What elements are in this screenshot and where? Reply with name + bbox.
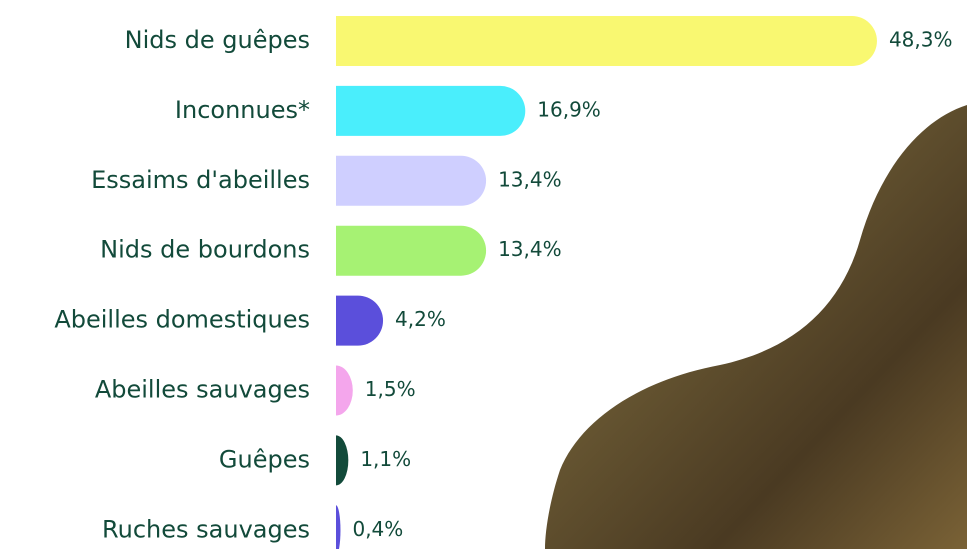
category-label: Inconnues* — [175, 96, 310, 124]
value-label: 1,5% — [365, 377, 416, 401]
bar — [336, 226, 486, 276]
bar — [336, 296, 383, 346]
bar — [336, 366, 353, 416]
value-label: 0,4% — [352, 517, 403, 541]
value-label: 16,9% — [537, 97, 601, 121]
value-label: 48,3% — [889, 28, 953, 52]
category-label: Nids de bourdons — [100, 236, 310, 264]
value-label: 1,1% — [360, 447, 411, 471]
bar — [336, 16, 877, 66]
bar — [336, 505, 340, 549]
bee-photo — [545, 105, 967, 549]
category-label: Ruches sauvages — [102, 515, 310, 543]
bar — [336, 156, 486, 206]
category-label: Abeilles sauvages — [95, 376, 310, 404]
chart: Nids de guêpes 48,3% Inconnues* 16,9% Essaim… — [0, 0, 967, 549]
bar — [336, 86, 525, 136]
category-label: Essaims d'abeilles — [91, 166, 310, 194]
value-label: 13,4% — [498, 237, 562, 261]
bar — [336, 435, 348, 485]
value-label: 4,2% — [395, 307, 446, 331]
category-label: Abeilles domestiques — [54, 306, 310, 334]
category-label: Nids de guêpes — [125, 26, 310, 54]
value-label: 13,4% — [498, 167, 562, 191]
category-label: Guêpes — [219, 445, 310, 473]
